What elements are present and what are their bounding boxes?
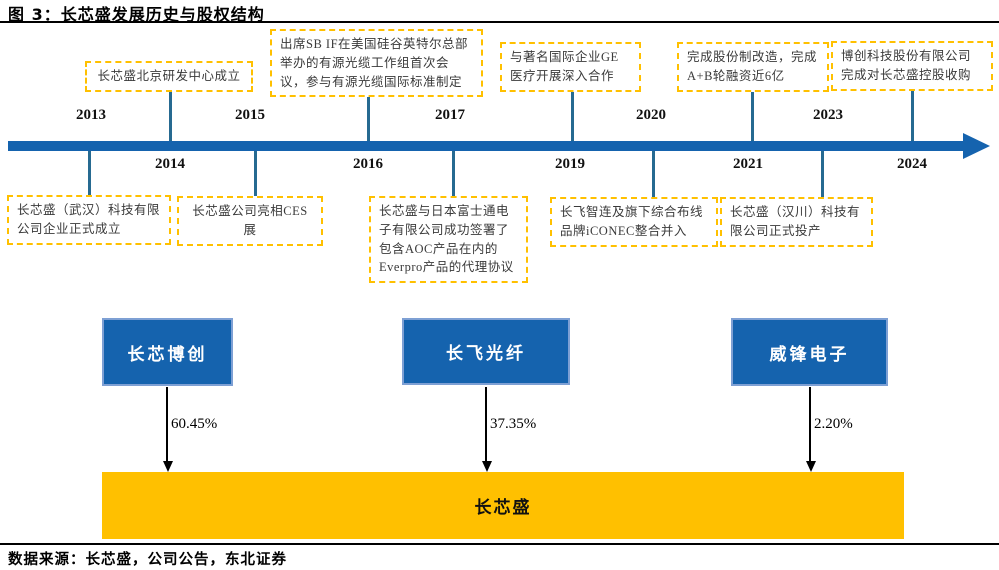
tick-2019 bbox=[571, 88, 574, 141]
ownership-line-2 bbox=[485, 387, 487, 461]
event-box-2013: 长芯盛（武汉）科技有限公司企业正式成立 bbox=[7, 195, 171, 245]
timeline-arrow-icon bbox=[963, 133, 990, 159]
bottom-divider bbox=[0, 543, 999, 545]
tick-2016 bbox=[367, 88, 370, 141]
timeline-bar bbox=[8, 141, 965, 151]
event-box-2023: 长芯盛（汉川）科技有限公司正式投产 bbox=[720, 197, 873, 247]
year-label-2021: 2021 bbox=[733, 156, 763, 172]
ownership-line-1 bbox=[166, 387, 168, 461]
year-label-2015: 2015 bbox=[235, 107, 265, 123]
ownership-arrow-icon-3 bbox=[806, 461, 816, 472]
year-label-2014: 2014 bbox=[155, 156, 185, 172]
source-note: 数据来源：长芯盛，公司公告，东北证券 bbox=[8, 552, 287, 568]
year-label-2020: 2020 bbox=[636, 107, 666, 123]
title-divider bbox=[0, 21, 999, 23]
event-box-2024: 博创科技股份有限公司完成对长芯盛控股收购 bbox=[831, 41, 993, 91]
shareholder-box-2: 长飞光纤 bbox=[402, 318, 570, 385]
event-box-2021: 完成股份制改造，完成A+B轮融资近6亿 bbox=[677, 42, 829, 92]
event-box-2014: 长芯盛北京研发中心成立 bbox=[85, 61, 253, 92]
year-label-2019: 2019 bbox=[555, 156, 585, 172]
event-box-2019: 与著名国际企业GE医疗开展深入合作 bbox=[500, 42, 641, 92]
shareholder-box-3: 威锋电子 bbox=[731, 318, 888, 386]
figure-title: 图 3：长芯盛发展历史与股权结构 bbox=[8, 5, 265, 24]
year-label-2023: 2023 bbox=[813, 107, 843, 123]
event-box-2016: 出席SB IF在美国硅谷英特尔总部举办的有源光缆工作组首次会议，参与有源光缆国际… bbox=[270, 29, 483, 98]
ownership-arrow-icon-1 bbox=[163, 461, 173, 472]
year-label-2024: 2024 bbox=[897, 156, 927, 172]
tick-2013 bbox=[88, 151, 91, 197]
tick-2024 bbox=[911, 88, 914, 141]
tick-2015 bbox=[254, 151, 257, 197]
year-label-2016: 2016 bbox=[353, 156, 383, 172]
tick-2020 bbox=[652, 151, 655, 197]
ownership-pct-2: 37.35% bbox=[490, 416, 537, 432]
year-label-2013: 2013 bbox=[76, 107, 106, 123]
ownership-pct-3: 2.20% bbox=[814, 416, 853, 432]
ownership-pct-1: 60.45% bbox=[171, 416, 218, 432]
tick-2014 bbox=[169, 88, 172, 141]
tick-2021 bbox=[751, 88, 754, 141]
shareholder-box-1: 长芯博创 bbox=[102, 318, 233, 386]
event-box-2015: 长芯盛公司亮相CES展 bbox=[177, 196, 323, 246]
event-box-2020: 长飞智连及旗下综合布线品牌iCONEC整合并入 bbox=[550, 197, 718, 247]
tick-2023 bbox=[821, 151, 824, 197]
year-label-2017: 2017 bbox=[435, 107, 465, 123]
tick-2017 bbox=[452, 151, 455, 197]
target-company-bar: 长芯盛 bbox=[102, 472, 904, 539]
ownership-arrow-icon-2 bbox=[482, 461, 492, 472]
ownership-line-3 bbox=[809, 387, 811, 461]
event-box-2017: 长芯盛与日本富士通电子有限公司成功签署了包含AOC产品在内的Everpro产品的… bbox=[369, 196, 528, 283]
